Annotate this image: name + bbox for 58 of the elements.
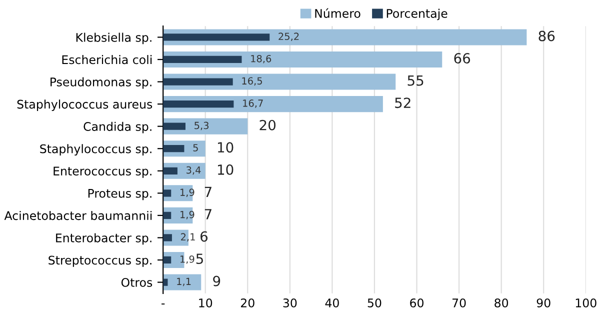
x-tick-label: 50 <box>368 298 382 308</box>
x-tick-label: 60 <box>410 298 424 308</box>
bar <box>163 190 172 197</box>
data-label: 9 <box>213 276 220 286</box>
y-tick-label: Staphylococcus sp. <box>40 144 152 156</box>
data-label: 1,9 <box>180 255 194 264</box>
data-label: 52 <box>395 98 410 108</box>
data-label: 20 <box>260 120 276 130</box>
data-label: 16,7 <box>243 100 263 108</box>
bar <box>163 100 234 108</box>
bar <box>163 34 270 41</box>
bar <box>163 56 242 64</box>
data-label: 10 <box>218 142 234 153</box>
bar <box>163 167 178 174</box>
x-tick-label: 100 <box>576 298 596 308</box>
data-label: 86 <box>538 30 555 42</box>
data-label: 18,6 <box>251 54 272 64</box>
bar <box>163 234 172 242</box>
y-tick-label: Escherichia coli <box>62 55 152 64</box>
bar <box>163 78 233 86</box>
y-tick-label: Acinetobacter baumannii <box>4 210 152 220</box>
data-label: 55 <box>408 75 424 86</box>
data-label: 5 <box>196 254 203 264</box>
data-label: 5 <box>193 144 198 152</box>
y-tick-label: Otros <box>121 278 152 287</box>
y-tick-label: Candida sp. <box>84 122 152 134</box>
bar <box>163 278 168 286</box>
data-label: 6 <box>200 231 208 242</box>
x-tick-label: 40 <box>325 298 339 308</box>
data-label: 25,2 <box>278 32 299 42</box>
data-label: 16,5 <box>242 77 262 86</box>
legend-label: Porcentaje <box>386 8 448 20</box>
data-label: 10 <box>218 164 234 175</box>
y-tick-label: Proteus sp. <box>88 189 152 200</box>
bar <box>163 274 202 290</box>
y-tick-label: Enterobacter sp. <box>56 233 152 245</box>
y-tick-label: Klebsiella sp. <box>76 32 152 44</box>
data-label: 66 <box>454 53 470 64</box>
data-label: 7 <box>204 186 212 197</box>
x-tick-label: 20 <box>240 298 254 308</box>
data-label: 1,1 <box>177 278 191 286</box>
x-tick-label: 10 <box>199 298 212 308</box>
y-tick-label: Pseudomonas sp. <box>50 77 152 89</box>
bar <box>163 212 172 219</box>
x-tick-label: 70 <box>452 298 466 308</box>
y-tick-label: Enterococcus sp. <box>54 166 152 178</box>
data-label: 5,3 <box>194 122 209 130</box>
bar <box>163 256 172 264</box>
bar <box>163 122 186 130</box>
data-label: 3,4 <box>186 166 201 175</box>
legend-label: Número <box>315 8 360 18</box>
x-tick-label: 30 <box>283 298 297 308</box>
bar <box>163 145 184 152</box>
x-tick-label: 80 <box>494 298 508 308</box>
data-label: 7 <box>204 209 212 220</box>
y-tick-label: Staphylococcus aureus <box>17 100 152 111</box>
x-tick-label: 90 <box>536 298 550 308</box>
y-tick-label: Streptococcus sp. <box>48 256 152 267</box>
